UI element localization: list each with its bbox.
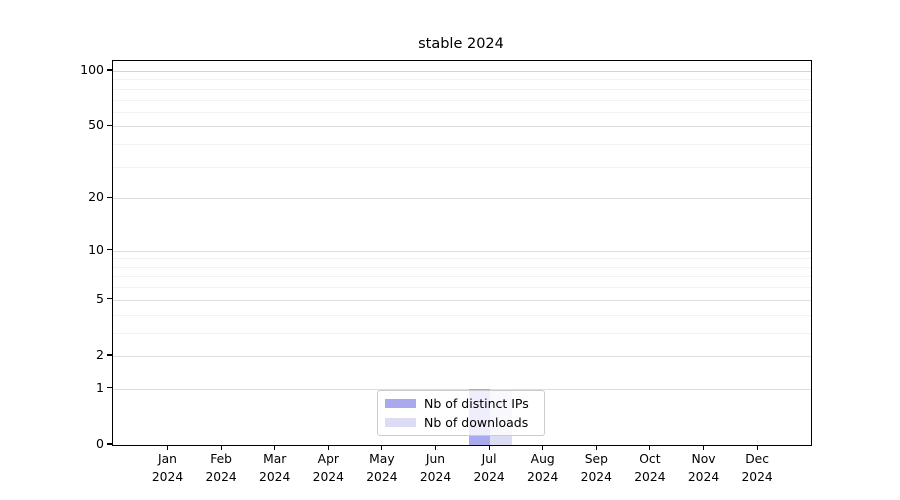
- y-tick-label: 0: [96, 436, 104, 451]
- y-tick-label: 1: [96, 379, 104, 395]
- x-tick-label: Apr 2024: [298, 451, 358, 486]
- y-tick-mark: [107, 196, 112, 198]
- gridline-major: [113, 355, 811, 357]
- x-tick-label: Dec 2024: [727, 451, 787, 486]
- x-tick-mark: [327, 445, 329, 450]
- y-tick-mark: [107, 124, 112, 126]
- y-tick-label: 10: [88, 241, 104, 257]
- gridline-minor: [113, 144, 811, 146]
- legend: Nb of distinct IPs Nb of downloads: [377, 390, 545, 436]
- y-tick-mark: [107, 387, 112, 389]
- x-tick-label-line: 2024: [634, 469, 666, 484]
- x-tick-label-line: 2024: [151, 469, 184, 484]
- x-tick-label-line: 2024: [741, 469, 773, 484]
- chart-title: stable 2024: [418, 36, 504, 52]
- x-tick-label-line: Feb: [210, 452, 232, 466]
- legend-label-downloads: Nb of downloads: [424, 415, 529, 430]
- x-tick-label-line: Aug: [530, 452, 555, 466]
- x-tick-mark: [488, 445, 490, 450]
- gridline-minor: [113, 166, 811, 168]
- x-tick-label: Jun 2024: [406, 451, 466, 486]
- x-tick-mark: [542, 445, 544, 450]
- x-tick-label-line: May: [369, 452, 395, 466]
- x-tick-label: Jan 2024: [138, 451, 198, 486]
- x-tick-label-line: Mar: [263, 452, 287, 466]
- plot-area: [112, 60, 812, 446]
- y-tick-label: 2: [96, 346, 104, 362]
- legend-item-distinct-ips: Nb of distinct IPs: [385, 396, 544, 411]
- gridline-major: [113, 126, 811, 128]
- x-tick-mark: [166, 445, 169, 450]
- x-tick-label: Oct 2024: [620, 451, 680, 486]
- x-tick-label-line: Jul: [481, 452, 497, 466]
- x-tick-label-line: Apr: [317, 452, 339, 466]
- x-tick-label-line: Jun: [425, 452, 446, 466]
- gridline-minor: [113, 314, 811, 316]
- x-tick-label-line: Oct: [639, 452, 661, 466]
- x-tick-label-line: 2024: [419, 469, 452, 484]
- gridline-minor: [113, 79, 811, 81]
- gridline-minor: [113, 88, 811, 90]
- x-tick-label-line: 2024: [580, 469, 612, 484]
- y-tick-mark: [107, 354, 112, 356]
- y-tick-label: 50: [88, 117, 104, 133]
- gridline-minor: [113, 287, 811, 289]
- gridline-major: [113, 198, 811, 200]
- x-tick-mark: [274, 445, 276, 450]
- y-tick-label: 100: [80, 62, 104, 77]
- y-tick-mark: [107, 249, 112, 251]
- x-tick-label: Nov 2024: [674, 451, 734, 486]
- gridline-minor: [113, 111, 811, 113]
- x-tick-mark: [381, 445, 383, 450]
- x-tick-label-line: 2024: [205, 469, 237, 484]
- x-tick-label-line: Jan: [158, 452, 177, 466]
- legend-swatch-downloads: [385, 417, 416, 428]
- gridline-minor: [113, 266, 811, 268]
- y-tick-mark: [107, 443, 112, 445]
- gridline-minor: [113, 332, 811, 334]
- x-tick-label-line: 2024: [687, 469, 720, 484]
- x-tick-label: Jul 2024: [459, 451, 519, 486]
- x-tick-mark: [649, 445, 651, 450]
- x-tick-label: Feb 2024: [191, 451, 251, 486]
- x-tick-label-line: 2024: [527, 469, 559, 484]
- gridline-minor: [113, 258, 811, 260]
- gridline-major: [113, 250, 811, 252]
- x-tick-mark: [702, 445, 705, 450]
- x-tick-label-line: 2024: [366, 469, 398, 484]
- x-tick-label-line: 2024: [312, 469, 344, 484]
- gridline-minor: [113, 276, 811, 278]
- x-tick-mark: [220, 445, 222, 450]
- gridline-minor: [113, 99, 811, 101]
- x-tick-label: May 2024: [352, 451, 412, 486]
- y-tick-label: 20: [88, 189, 104, 205]
- legend-item-downloads: Nb of downloads: [385, 415, 544, 430]
- y-tick-label: 5: [96, 290, 104, 306]
- gridline-major: [113, 388, 811, 390]
- legend-swatch-distinct-ips: [385, 398, 416, 409]
- gridline-major: [113, 299, 811, 301]
- x-tick-mark: [434, 445, 437, 450]
- x-tick-label-line: Dec: [745, 452, 769, 466]
- gridline-major: [113, 71, 811, 72]
- legend-label-distinct-ips: Nb of distinct IPs: [424, 396, 529, 411]
- x-tick-label: Aug 2024: [513, 451, 573, 486]
- x-tick-mark: [595, 445, 597, 450]
- x-tick-label-line: Sep: [584, 452, 608, 466]
- x-tick-label: Sep 2024: [566, 451, 626, 486]
- x-tick-label-line: Nov: [691, 452, 716, 466]
- x-tick-label-line: 2024: [259, 469, 291, 484]
- y-tick-mark: [107, 298, 112, 300]
- y-tick-mark: [107, 69, 112, 71]
- x-tick-label-line: 2024: [473, 469, 505, 484]
- x-tick-label: Mar 2024: [245, 451, 305, 486]
- x-tick-mark: [756, 445, 758, 450]
